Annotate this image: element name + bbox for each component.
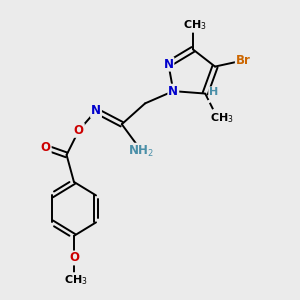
Text: O: O [74, 124, 84, 137]
Text: N: N [91, 104, 101, 117]
Text: N: N [168, 85, 178, 98]
Text: CH$_3$: CH$_3$ [211, 111, 234, 125]
Text: O: O [41, 141, 51, 154]
Text: CH$_3$: CH$_3$ [64, 273, 88, 287]
Text: CH$_3$: CH$_3$ [184, 18, 207, 32]
Text: NH$_2$: NH$_2$ [128, 144, 154, 159]
Text: O: O [69, 251, 79, 265]
Text: N: N [164, 58, 173, 70]
Text: H: H [209, 87, 218, 97]
Text: Br: Br [236, 54, 251, 67]
